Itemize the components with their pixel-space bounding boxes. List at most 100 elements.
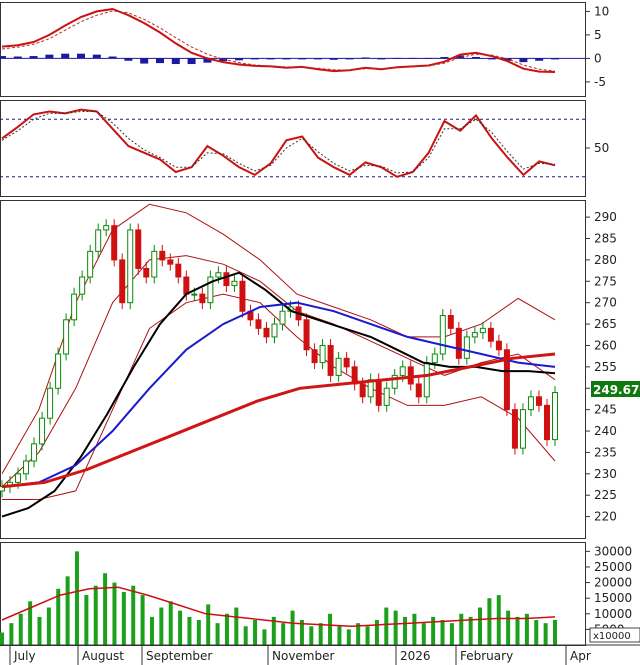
volume-bar bbox=[224, 613, 229, 645]
rsi-signal-line bbox=[1, 111, 556, 174]
macd-histogram-bar bbox=[156, 58, 164, 64]
macd-histogram-bar bbox=[503, 58, 512, 61]
candle bbox=[87, 250, 94, 278]
macd-histogram-bar bbox=[235, 58, 243, 61]
volume-bar bbox=[215, 623, 220, 645]
volume-bar bbox=[318, 623, 323, 645]
macd-histogram-bar bbox=[13, 56, 22, 59]
macd-histogram-bar bbox=[92, 54, 101, 59]
candle bbox=[527, 396, 534, 411]
price-tick-label: 285 bbox=[594, 232, 617, 246]
volume-bar bbox=[9, 623, 14, 645]
volume-bar bbox=[356, 623, 361, 645]
ma-mid-line bbox=[1, 301, 556, 488]
macd-tick-label: 5 bbox=[594, 28, 602, 42]
volume-bar bbox=[337, 626, 342, 645]
macd-histogram-bar bbox=[361, 57, 370, 59]
volume-bar bbox=[403, 616, 408, 645]
volume-bar bbox=[496, 595, 501, 645]
candle bbox=[359, 383, 366, 398]
volume-bar bbox=[440, 620, 445, 645]
macd-histogram-bar bbox=[456, 55, 465, 59]
macd-histogram-bar bbox=[487, 58, 496, 60]
candle bbox=[471, 332, 478, 338]
macd-histogram-bar bbox=[377, 58, 386, 60]
candle bbox=[519, 409, 526, 449]
volume-bar bbox=[534, 620, 539, 645]
month-label: September bbox=[146, 649, 212, 663]
volume-bar bbox=[168, 601, 173, 645]
candle bbox=[39, 417, 46, 445]
macd-histogram-bar bbox=[45, 54, 54, 59]
month-label: August bbox=[82, 649, 124, 663]
macd-panel bbox=[0, 7, 585, 73]
candle bbox=[343, 357, 350, 368]
rsi-line bbox=[1, 108, 556, 178]
candle bbox=[271, 323, 278, 338]
macd-histogram-bar bbox=[29, 56, 38, 59]
candle bbox=[55, 353, 62, 389]
volume-bar bbox=[393, 610, 398, 645]
candle bbox=[431, 353, 438, 364]
volume-bar bbox=[37, 616, 42, 645]
candle bbox=[543, 404, 550, 441]
candle bbox=[552, 392, 558, 441]
candle bbox=[143, 267, 150, 278]
macd-histogram-bar bbox=[535, 58, 544, 61]
candle bbox=[191, 293, 198, 296]
volume-multiplier: x10000 bbox=[589, 627, 640, 643]
macd-histogram-bar bbox=[424, 57, 433, 59]
macd-histogram-bar bbox=[266, 58, 275, 60]
volume-bar bbox=[478, 607, 483, 645]
price-tick-label: 245 bbox=[594, 403, 617, 417]
volume-bar bbox=[328, 613, 333, 645]
month-label: February bbox=[460, 649, 513, 663]
price-panel bbox=[0, 203, 558, 518]
candle bbox=[95, 229, 102, 252]
candle bbox=[535, 396, 542, 406]
volume-bar bbox=[384, 607, 389, 645]
candle bbox=[23, 460, 30, 475]
volume-bar bbox=[149, 616, 154, 645]
volume-bar bbox=[421, 623, 426, 645]
volume-bar bbox=[299, 620, 304, 645]
bollinger-lower-band bbox=[2, 293, 556, 500]
macd-histogram-bar bbox=[408, 57, 417, 59]
price-tick-label: 255 bbox=[594, 360, 617, 374]
candle bbox=[151, 250, 158, 278]
candle bbox=[207, 276, 214, 304]
candle bbox=[279, 310, 286, 325]
candle bbox=[31, 443, 38, 462]
price-tick-label: 225 bbox=[594, 488, 617, 502]
volume-tick-label: 15000 bbox=[594, 591, 632, 605]
candle bbox=[455, 327, 462, 359]
macd-histogram-bar bbox=[0, 56, 6, 59]
volume-bar bbox=[553, 620, 557, 645]
candle bbox=[503, 349, 510, 411]
bollinger-upper-band bbox=[1, 203, 556, 475]
macd-histogram-bar bbox=[77, 53, 85, 59]
candle bbox=[375, 379, 382, 406]
candle bbox=[223, 272, 230, 287]
candle bbox=[47, 387, 54, 419]
candle bbox=[71, 293, 78, 321]
candle bbox=[511, 409, 518, 449]
last-price-label: 249.6700 bbox=[593, 383, 640, 397]
macd-histogram-bar bbox=[551, 58, 559, 60]
candle bbox=[383, 387, 390, 406]
volume-bar bbox=[140, 595, 145, 645]
candle bbox=[111, 225, 118, 261]
candle bbox=[167, 259, 174, 265]
macd-histogram-bar bbox=[298, 58, 307, 60]
volume-bar bbox=[56, 588, 61, 645]
volume-bar bbox=[309, 626, 314, 645]
macd-frame bbox=[0, 2, 586, 97]
candle bbox=[135, 229, 142, 269]
macd-line bbox=[1, 7, 556, 73]
candle bbox=[239, 280, 246, 312]
macd-histogram-bar bbox=[250, 58, 259, 60]
candle bbox=[391, 374, 398, 389]
volume-bar bbox=[103, 573, 108, 645]
volume-bar bbox=[28, 601, 33, 645]
price-tick-label: 240 bbox=[594, 424, 617, 438]
